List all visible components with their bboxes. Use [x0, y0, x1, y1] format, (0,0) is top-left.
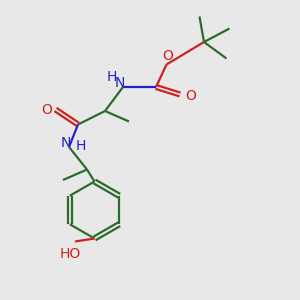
Text: O: O	[163, 49, 173, 62]
Text: O: O	[185, 89, 196, 103]
Text: H: H	[106, 70, 117, 84]
Text: N: N	[60, 136, 70, 150]
Text: N: N	[114, 76, 124, 90]
Text: H: H	[75, 139, 85, 152]
Text: O: O	[42, 103, 52, 116]
Text: HO: HO	[60, 247, 81, 260]
